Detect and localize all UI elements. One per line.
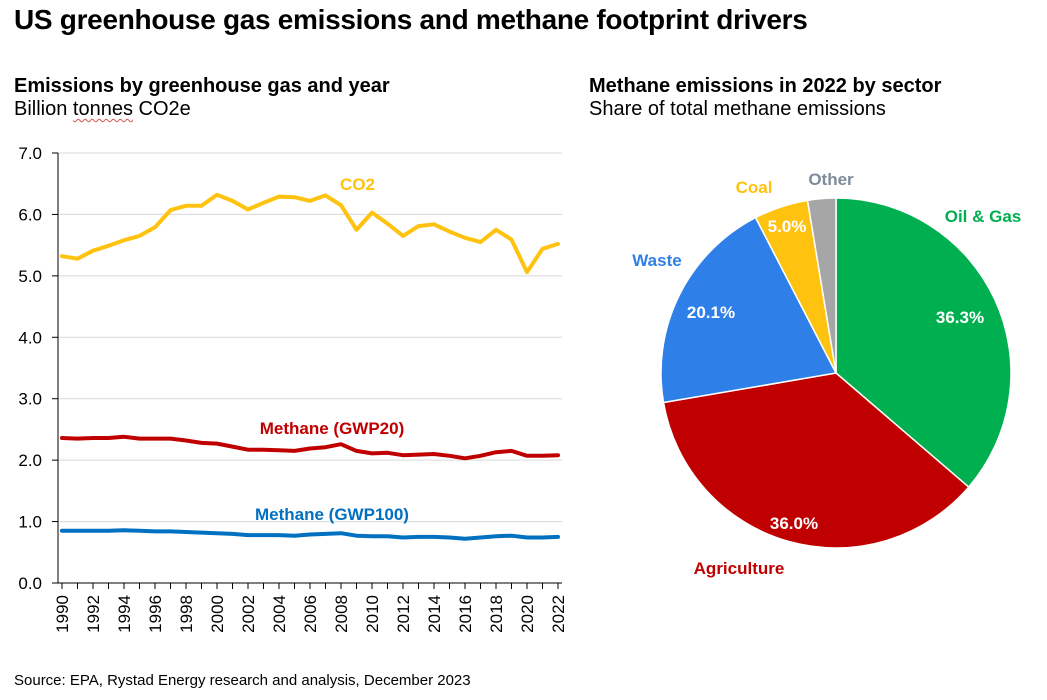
slice-name-label: Coal — [736, 178, 773, 197]
slice-percent-label: 36.0% — [770, 514, 818, 533]
series-label: CO2 — [340, 175, 375, 194]
x-tick-label: 2012 — [394, 595, 413, 633]
x-tick-label: 2006 — [301, 595, 320, 633]
x-tick-label: 2008 — [332, 595, 351, 633]
pie-slice — [662, 372, 970, 549]
line-chart-subtitle: Billion tonnes CO2e — [14, 98, 191, 121]
series-line — [60, 434, 560, 461]
y-tick-label: 6.0 — [18, 205, 42, 224]
y-tick-label: 7.0 — [18, 144, 42, 163]
slice-percent-label: 5.0% — [768, 217, 807, 236]
x-tick-label: 2010 — [363, 595, 382, 633]
line-chart-title: Emissions by greenhouse gas and year — [14, 75, 390, 97]
page-title: US greenhouse gas emissions and methane … — [14, 4, 808, 35]
slice-name-label: Waste — [632, 251, 681, 270]
y-tick-label: 1.0 — [18, 513, 42, 532]
x-tick-label: 2004 — [270, 595, 289, 633]
pie-chart-subtitle: Share of total methane emissions — [589, 98, 886, 120]
pie-slice — [660, 216, 838, 404]
slice-name-label: Other — [808, 170, 854, 189]
x-tick-label: 2002 — [239, 595, 258, 633]
x-tick-label: 2018 — [487, 595, 506, 633]
subtitle-prefix: Billion — [14, 98, 73, 120]
x-tick-label: 2020 — [518, 595, 537, 633]
series-line — [60, 528, 560, 541]
x-tick-label: 1992 — [84, 595, 103, 633]
slice-percent-label: 20.1% — [687, 303, 735, 322]
source-note: Source: EPA, Rystad Energy research and … — [14, 672, 471, 689]
series-label: Methane (GWP20) — [260, 419, 405, 438]
pie-chart-title: Methane emissions in 2022 by sector — [589, 75, 942, 97]
subtitle-unit-word: tonnes — [72, 98, 133, 120]
slice-name-label: Oil & Gas — [945, 207, 1022, 226]
x-tick-label: 2000 — [208, 595, 227, 633]
y-tick-label: 5.0 — [18, 267, 42, 286]
subtitle-suffix: CO2e — [132, 98, 191, 120]
y-tick-label: 0.0 — [18, 574, 42, 593]
y-tick-label: 3.0 — [18, 390, 42, 409]
x-tick-label: 2022 — [549, 595, 568, 633]
slice-name-label: Agriculture — [694, 559, 785, 578]
y-tick-label: 2.0 — [18, 451, 42, 470]
x-tick-label: 2014 — [425, 595, 444, 633]
x-tick-label: 2016 — [456, 595, 475, 633]
x-tick-label: 1994 — [115, 595, 134, 633]
x-tick-label: 1990 — [53, 595, 72, 633]
x-tick-label: 1996 — [146, 595, 165, 633]
x-tick-label: 1998 — [177, 595, 196, 633]
y-tick-label: 4.0 — [18, 328, 42, 347]
pie-slice — [835, 197, 1012, 489]
series-label: Methane (GWP100) — [255, 505, 409, 524]
slice-percent-label: 36.3% — [936, 308, 984, 327]
series-line — [60, 192, 560, 275]
pie-slice — [806, 197, 837, 374]
